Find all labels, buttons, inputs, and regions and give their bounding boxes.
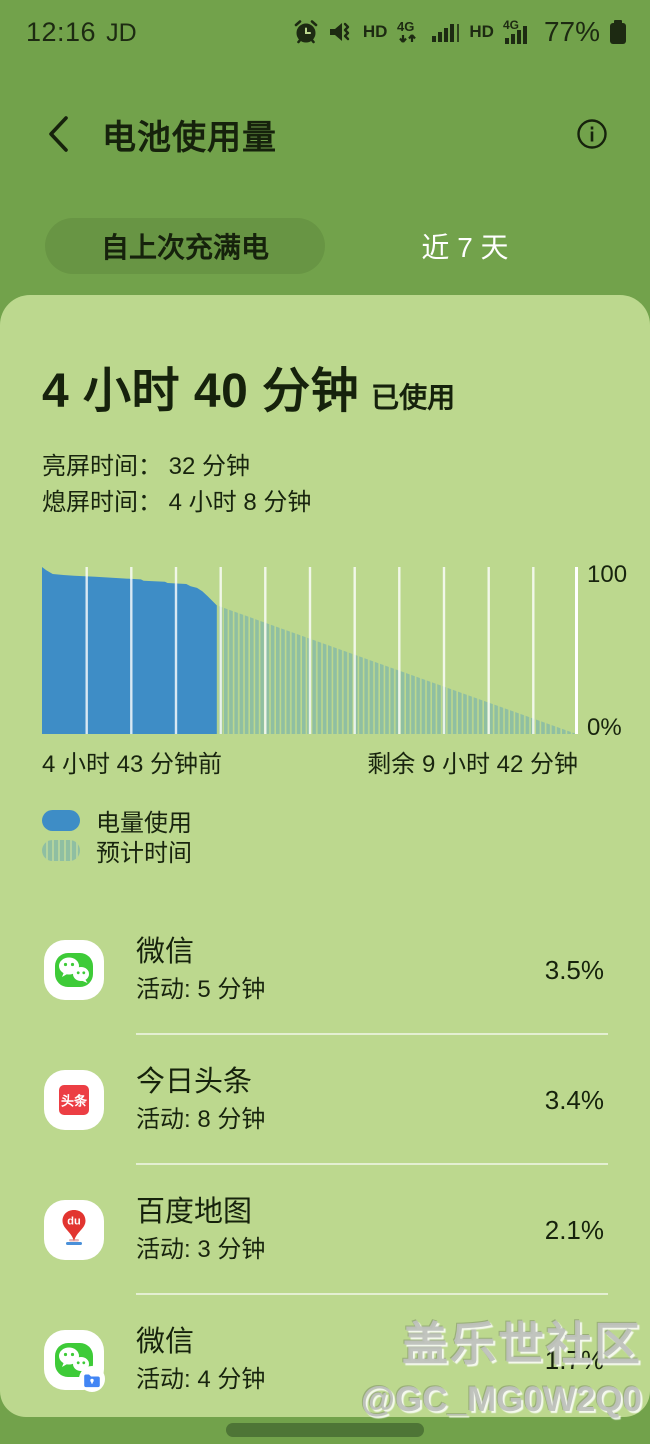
list-item-toutiao[interactable]: 头条 今日头条 活动: 8 分钟 3.4%	[42, 1035, 608, 1165]
battery-percentage: 77%	[543, 16, 600, 47]
hd-badge: HD	[469, 22, 494, 41]
app-activity: 活动: 3 分钟	[136, 1236, 266, 1263]
app-activity: 活动: 8 分钟	[136, 1106, 266, 1133]
header: 电池使用量	[0, 92, 650, 176]
battery-usage-card: 4 小时 40 分钟 已使用 亮屏时间： 32 分钟 熄屏时间： 4 小时 8 …	[0, 295, 650, 1417]
svg-text:头条: 头条	[61, 1094, 88, 1109]
forecast-area	[216, 605, 577, 734]
dual-messenger-badge-icon	[79, 1366, 105, 1392]
signal-strength-icon	[432, 24, 460, 42]
battery-icon	[610, 20, 626, 44]
hd-badge: HD	[362, 22, 388, 41]
app-name: 微信	[136, 936, 195, 968]
divider	[136, 1293, 608, 1295]
signal-strength-4g-icon: 4G	[503, 18, 527, 44]
carrier-label: JD	[106, 18, 137, 47]
chart-legend: 电量使用 预计时间	[42, 805, 608, 867]
divider	[136, 1033, 608, 1035]
usage-duration: 4 小时 40 分钟	[42, 365, 360, 418]
list-item-wechat[interactable]: 微信 活动: 5 分钟 3.5%	[42, 905, 608, 1035]
svg-text:4G: 4G	[397, 19, 414, 34]
alarm-icon	[294, 20, 318, 44]
svg-text:du: du	[67, 1216, 80, 1228]
mute-vibrate-icon	[329, 22, 350, 41]
status-bar: 12:16 JD HD 4G	[0, 0, 650, 60]
battery-history-chart: 100 0%	[42, 561, 627, 741]
mobile-data-4g-icon: 4G	[397, 19, 417, 43]
home-indicator[interactable]	[226, 1423, 424, 1437]
back-chevron-icon	[49, 116, 68, 152]
y-axis-min-label: 0%	[587, 714, 622, 741]
info-button[interactable]	[570, 112, 614, 156]
usage-suffix: 已使用	[371, 382, 456, 413]
legend-forecast-label: 预计时间	[96, 839, 192, 867]
chart-gridlines	[85, 567, 535, 734]
app-name: 微信	[136, 1326, 195, 1358]
forecast-swatch-icon	[42, 839, 80, 861]
app-usage-percent: 3.4%	[544, 1084, 604, 1115]
battery-chart-svg	[42, 567, 578, 734]
legend-usage-label: 电量使用	[96, 809, 192, 837]
chart-remaining-label: 剩余 9 小时 42 分钟	[367, 751, 578, 778]
chart-start-label: 4 小时 43 分钟前	[42, 751, 223, 778]
period-tabs: 自上次充满电 近 7 天	[45, 218, 605, 274]
usage-swatch-icon	[42, 809, 80, 831]
baidu-maps-icon: du	[44, 1200, 104, 1260]
wechat-dual-icon	[44, 1330, 105, 1392]
list-item-baidu-maps[interactable]: du 百度地图 活动: 3 分钟 2.1%	[42, 1165, 608, 1295]
app-name: 百度地图	[136, 1196, 253, 1228]
app-usage-list: 微信 活动: 5 分钟 3.5% 头条 今日头条 活动: 8 分钟 3.4%	[42, 905, 608, 1417]
svg-text:4G: 4G	[503, 18, 519, 32]
divider	[136, 1163, 608, 1165]
list-item-wechat-dual[interactable]: 微信 活动: 4 分钟 1.7%	[42, 1295, 608, 1417]
clock: 12:16	[26, 16, 97, 47]
info-icon	[577, 119, 607, 149]
tab-last-7-days[interactable]: 近 7 天	[421, 232, 509, 263]
screen-off-time: 熄屏时间： 4 小时 8 分钟	[42, 489, 312, 516]
app-name: 今日头条	[136, 1066, 253, 1098]
tab-since-full-charge[interactable]: 自上次充满电	[45, 218, 325, 274]
app-activity: 活动: 4 分钟	[136, 1366, 266, 1393]
app-usage-percent: 1.7%	[544, 1344, 604, 1375]
wechat-icon	[44, 940, 104, 1000]
app-usage-percent: 3.5%	[544, 954, 604, 985]
app-usage-percent: 2.1%	[544, 1214, 604, 1245]
screen-on-time: 亮屏时间： 32 分钟	[42, 453, 251, 480]
toutiao-icon: 头条	[44, 1070, 104, 1130]
back-button[interactable]	[36, 112, 80, 156]
page-title: 电池使用量	[102, 118, 277, 157]
app-activity: 活动: 5 分钟	[136, 976, 266, 1003]
usage-area	[42, 567, 217, 734]
y-axis-max-label: 100	[587, 561, 628, 588]
